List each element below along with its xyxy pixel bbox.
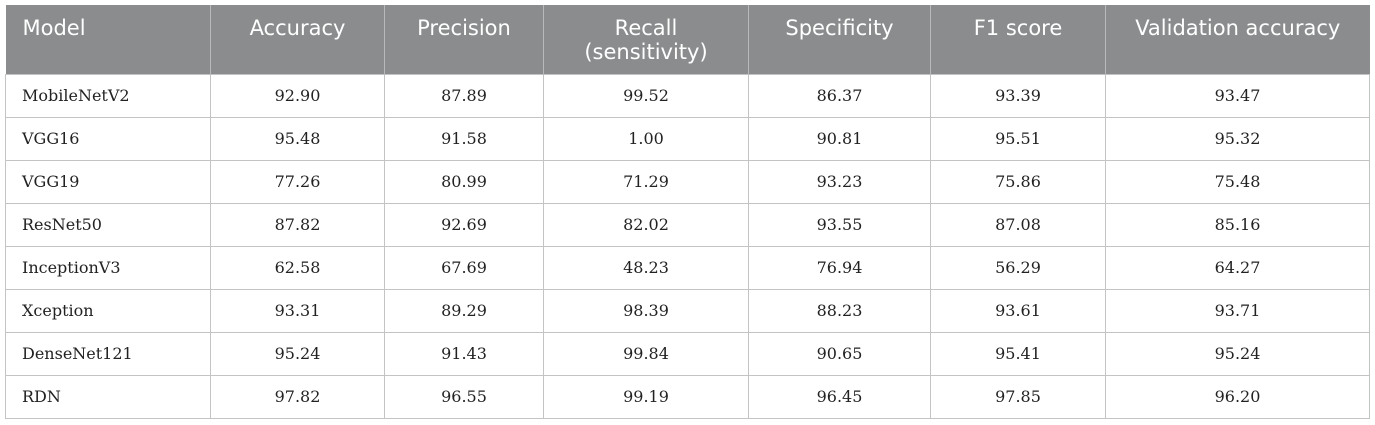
- recall-cell: 99.19: [543, 374, 749, 419]
- recall-cell: 1.00: [543, 116, 749, 161]
- recall-cell: 99.84: [543, 331, 749, 376]
- results-table-container: Model Accuracy Precision Recall (sensitiv…: [5, 5, 1370, 419]
- precision-cell: 96.55: [384, 374, 544, 419]
- table-row: VGG16 95.48 91.58 1.00 90.81 95.51 95.32: [5, 116, 1370, 161]
- table-row: InceptionV3 62.58 67.69 48.23 76.94 56.2…: [5, 245, 1370, 290]
- accuracy-cell: 92.90: [210, 73, 385, 118]
- header-cell-model: Model: [6, 5, 211, 74]
- header-cell-accuracy: Accuracy: [210, 5, 385, 74]
- specificity-cell: 96.45: [748, 374, 931, 419]
- accuracy-cell: 87.82: [210, 202, 385, 247]
- recall-cell: 48.23: [543, 245, 749, 290]
- header-text: Model: [22, 16, 86, 40]
- specificity-cell: 93.55: [748, 202, 931, 247]
- validation-accuracy-cell: 75.48: [1105, 159, 1370, 204]
- specificity-cell: 88.23: [748, 288, 931, 333]
- validation-accuracy-cell: 93.71: [1105, 288, 1370, 333]
- header-cell-f1-score: F1 score: [930, 5, 1106, 74]
- model-name-cell: DenseNet121: [5, 331, 211, 376]
- validation-accuracy-cell: 95.32: [1105, 116, 1370, 161]
- model-name-cell: InceptionV3: [5, 245, 211, 290]
- header-text: Recall: [614, 16, 678, 40]
- specificity-cell: 90.65: [748, 331, 931, 376]
- f1-score-cell: 93.61: [930, 288, 1106, 333]
- recall-cell: 98.39: [543, 288, 749, 333]
- recall-cell: 99.52: [543, 73, 749, 118]
- precision-cell: 91.58: [384, 116, 544, 161]
- validation-accuracy-cell: 93.47: [1105, 73, 1370, 118]
- f1-score-cell: 75.86: [930, 159, 1106, 204]
- precision-cell: 89.29: [384, 288, 544, 333]
- specificity-cell: 93.23: [748, 159, 931, 204]
- accuracy-cell: 93.31: [210, 288, 385, 333]
- precision-cell: 80.99: [384, 159, 544, 204]
- f1-score-cell: 93.39: [930, 73, 1106, 118]
- header-text: Accuracy: [249, 16, 346, 40]
- recall-cell: 71.29: [543, 159, 749, 204]
- accuracy-cell: 95.24: [210, 331, 385, 376]
- specificity-cell: 76.94: [748, 245, 931, 290]
- header-cell-precision: Precision: [384, 5, 544, 74]
- recall-cell: 82.02: [543, 202, 749, 247]
- table-row: ResNet50 87.82 92.69 82.02 93.55 87.08 8…: [5, 202, 1370, 247]
- f1-score-cell: 97.85: [930, 374, 1106, 419]
- model-name-cell: VGG16: [5, 116, 211, 161]
- precision-cell: 92.69: [384, 202, 544, 247]
- precision-cell: 67.69: [384, 245, 544, 290]
- table-row: DenseNet121 95.24 91.43 99.84 90.65 95.4…: [5, 331, 1370, 376]
- precision-cell: 91.43: [384, 331, 544, 376]
- header-subtext: (sensitivity): [584, 40, 708, 64]
- header-text: Specificity: [785, 16, 894, 40]
- f1-score-cell: 95.51: [930, 116, 1106, 161]
- accuracy-cell: 95.48: [210, 116, 385, 161]
- precision-cell: 87.89: [384, 73, 544, 118]
- specificity-cell: 86.37: [748, 73, 931, 118]
- f1-score-cell: 87.08: [930, 202, 1106, 247]
- accuracy-cell: 77.26: [210, 159, 385, 204]
- table-row: Xception 93.31 89.29 98.39 88.23 93.61 9…: [5, 288, 1370, 333]
- specificity-cell: 90.81: [748, 116, 931, 161]
- table-row: VGG19 77.26 80.99 71.29 93.23 75.86 75.4…: [5, 159, 1370, 204]
- table-body: MobileNetV2 92.90 87.89 99.52 86.37 93.3…: [5, 73, 1370, 419]
- header-cell-specificity: Specificity: [748, 5, 931, 74]
- header-text: F1 score: [973, 16, 1063, 40]
- header-text: Precision: [417, 16, 511, 40]
- model-name-cell: Xception: [5, 288, 211, 333]
- table-header: Model Accuracy Precision Recall (sensitiv…: [5, 5, 1370, 74]
- f1-score-cell: 56.29: [930, 245, 1106, 290]
- table-row: MobileNetV2 92.90 87.89 99.52 86.37 93.3…: [5, 73, 1370, 118]
- validation-accuracy-cell: 85.16: [1105, 202, 1370, 247]
- model-name-cell: RDN: [5, 374, 211, 419]
- header-row: Model Accuracy Precision Recall (sensitiv…: [5, 5, 1370, 74]
- model-name-cell: MobileNetV2: [5, 73, 211, 118]
- model-name-cell: VGG19: [5, 159, 211, 204]
- validation-accuracy-cell: 64.27: [1105, 245, 1370, 290]
- table-row: RDN 97.82 96.55 99.19 96.45 97.85 96.20: [5, 374, 1370, 419]
- model-metrics-table: Model Accuracy Precision Recall (sensitiv…: [5, 5, 1370, 419]
- validation-accuracy-cell: 95.24: [1105, 331, 1370, 376]
- accuracy-cell: 97.82: [210, 374, 385, 419]
- header-cell-recall: Recall (sensitivity): [543, 5, 749, 74]
- f1-score-cell: 95.41: [930, 331, 1106, 376]
- header-cell-validation-accuracy: Validation accuracy: [1105, 5, 1370, 74]
- header-text: Validation accuracy: [1135, 16, 1341, 40]
- model-name-cell: ResNet50: [5, 202, 211, 247]
- validation-accuracy-cell: 96.20: [1105, 374, 1370, 419]
- accuracy-cell: 62.58: [210, 245, 385, 290]
